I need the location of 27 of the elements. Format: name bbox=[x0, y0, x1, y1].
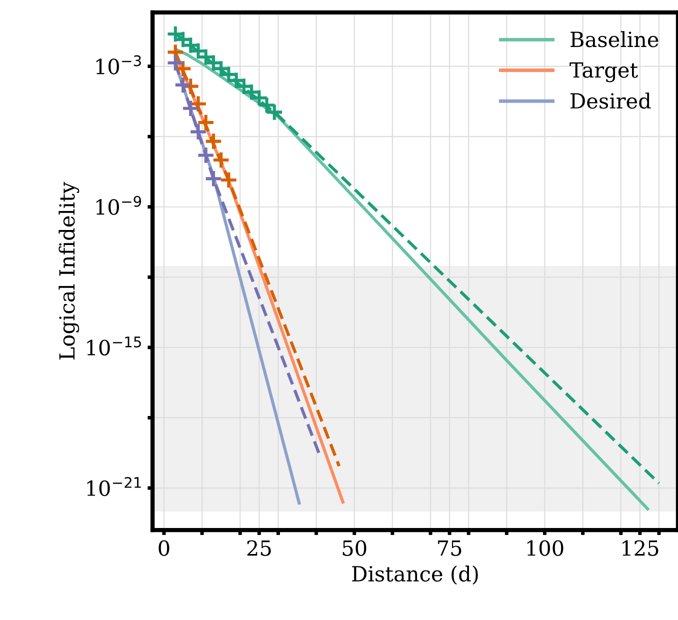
x-tick-label: 125 bbox=[622, 540, 658, 556]
point bbox=[196, 146, 216, 164]
point bbox=[181, 99, 200, 118]
point bbox=[189, 122, 208, 141]
legend-label: Baseline bbox=[570, 31, 658, 48]
y-tick-label: 10$^{−9}$ bbox=[96, 196, 142, 215]
point bbox=[196, 113, 216, 132]
point bbox=[220, 170, 238, 190]
point bbox=[258, 96, 276, 114]
x-tick-label: 75 bbox=[438, 540, 462, 556]
point bbox=[265, 103, 284, 122]
x-tick-label: 25 bbox=[247, 540, 271, 556]
x-tick-label: 100 bbox=[527, 540, 564, 556]
y-tick-label: 10$^{−21}$ bbox=[87, 476, 141, 496]
point bbox=[204, 132, 223, 150]
legend-label: Target bbox=[570, 62, 638, 82]
y-axis-title: Logical Infidelity bbox=[58, 182, 80, 360]
x-tick-label: 0 bbox=[158, 540, 170, 556]
x-tick-label: 50 bbox=[342, 540, 366, 556]
x-axis-title: Distance (d) bbox=[352, 566, 478, 585]
point bbox=[212, 150, 230, 170]
y-tick-label: 10$^{−15}$ bbox=[87, 336, 141, 356]
point bbox=[174, 76, 192, 94]
y-tick-label: 10$^{−3}$ bbox=[96, 55, 141, 74]
legend-label: Desired bbox=[570, 92, 651, 109]
point bbox=[166, 54, 185, 72]
point bbox=[204, 170, 223, 188]
